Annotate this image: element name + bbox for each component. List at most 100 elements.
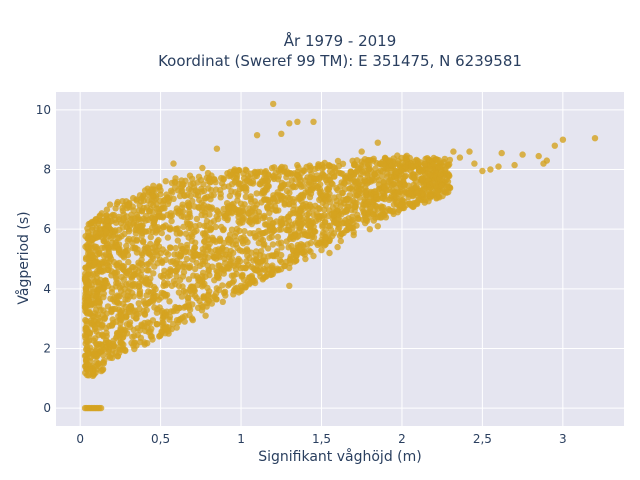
data-point xyxy=(199,164,206,172)
data-point xyxy=(237,235,245,242)
data-point xyxy=(170,160,177,167)
data-point xyxy=(197,254,204,261)
data-point xyxy=(151,215,158,223)
data-point xyxy=(154,224,162,231)
data-point xyxy=(136,222,144,230)
data-point xyxy=(444,178,452,185)
data-point xyxy=(85,297,93,304)
data-point xyxy=(92,306,100,313)
data-point xyxy=(269,195,277,202)
data-point xyxy=(137,271,145,279)
data-point xyxy=(221,288,229,295)
data-point xyxy=(230,291,237,298)
data-point xyxy=(213,213,220,220)
data-point xyxy=(96,317,104,325)
data-point xyxy=(252,251,260,259)
data-point xyxy=(350,231,357,239)
data-point xyxy=(190,180,197,187)
data-point xyxy=(289,184,296,191)
data-point xyxy=(125,202,132,209)
data-point xyxy=(163,191,170,198)
data-point xyxy=(226,192,234,200)
data-point xyxy=(83,321,91,328)
data-point xyxy=(82,255,90,263)
data-point xyxy=(201,238,208,245)
data-point xyxy=(329,181,336,188)
data-point xyxy=(201,232,208,240)
data-point xyxy=(157,187,164,194)
data-point xyxy=(98,244,106,252)
data-point xyxy=(423,176,430,183)
data-point xyxy=(264,182,272,189)
data-point xyxy=(286,264,293,272)
data-point xyxy=(146,208,153,215)
data-point xyxy=(176,304,183,312)
data-point xyxy=(85,229,92,236)
data-point xyxy=(300,167,308,175)
data-point xyxy=(212,186,220,193)
data-point xyxy=(382,214,390,221)
data-point xyxy=(426,165,434,173)
data-point xyxy=(446,172,453,180)
data-point xyxy=(456,154,464,161)
data-point xyxy=(145,299,153,307)
data-point xyxy=(135,262,142,269)
data-point xyxy=(233,260,240,267)
data-point xyxy=(117,339,124,346)
data-point xyxy=(117,326,125,333)
data-point xyxy=(374,139,381,146)
x-tick-label: 2,5 xyxy=(473,432,492,446)
data-point xyxy=(235,190,242,197)
data-point xyxy=(246,230,254,237)
data-point xyxy=(216,262,223,269)
data-point xyxy=(204,254,212,261)
data-point xyxy=(86,366,94,373)
data-point xyxy=(149,317,157,324)
data-point xyxy=(374,223,381,230)
data-point xyxy=(215,286,223,294)
data-point xyxy=(131,307,138,314)
data-point xyxy=(160,271,167,278)
data-point xyxy=(93,243,100,251)
data-point xyxy=(253,190,260,197)
data-point xyxy=(98,217,105,224)
data-point xyxy=(110,319,117,327)
data-point xyxy=(232,176,240,183)
data-point xyxy=(290,247,297,254)
data-point xyxy=(123,321,131,328)
data-point xyxy=(308,170,315,178)
data-point xyxy=(259,178,267,185)
data-point xyxy=(259,230,266,237)
data-point xyxy=(304,211,311,218)
data-point xyxy=(381,155,389,162)
data-point xyxy=(120,252,127,260)
data-point xyxy=(365,198,372,205)
data-point xyxy=(162,325,169,332)
data-point xyxy=(274,248,281,255)
data-point xyxy=(290,209,297,217)
data-point xyxy=(138,232,145,239)
data-point xyxy=(393,198,400,206)
data-point xyxy=(104,303,112,310)
data-point xyxy=(113,332,121,340)
data-point xyxy=(403,152,410,159)
data-point xyxy=(265,196,272,204)
data-point xyxy=(146,279,153,286)
data-point xyxy=(138,321,145,328)
data-point xyxy=(172,244,179,252)
data-point xyxy=(149,193,156,200)
data-point xyxy=(366,226,373,233)
data-point xyxy=(189,316,196,324)
data-point xyxy=(226,280,233,288)
data-point xyxy=(191,203,198,210)
data-point xyxy=(153,240,160,247)
data-point xyxy=(230,277,237,284)
data-point xyxy=(122,346,129,354)
data-point xyxy=(347,168,354,175)
data-point xyxy=(165,330,172,337)
data-point xyxy=(180,191,188,199)
data-point xyxy=(156,213,164,221)
data-point xyxy=(186,222,194,229)
data-point xyxy=(193,215,201,223)
